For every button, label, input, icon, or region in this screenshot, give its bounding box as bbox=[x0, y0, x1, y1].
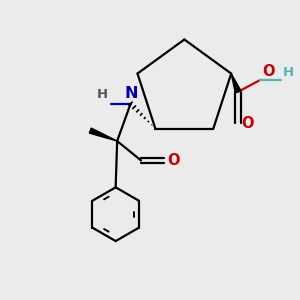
Text: N: N bbox=[124, 86, 138, 101]
Text: O: O bbox=[262, 64, 275, 79]
Polygon shape bbox=[89, 128, 117, 141]
Polygon shape bbox=[231, 74, 241, 93]
Text: H: H bbox=[97, 88, 108, 101]
Text: O: O bbox=[241, 116, 254, 130]
Text: O: O bbox=[167, 153, 180, 168]
Text: H: H bbox=[283, 66, 294, 79]
